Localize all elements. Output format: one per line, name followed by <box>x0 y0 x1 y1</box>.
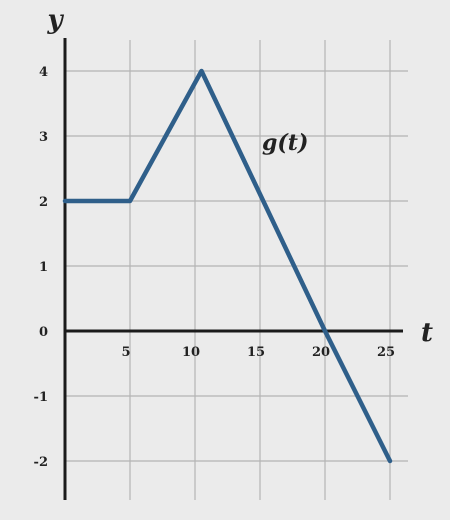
x-tick-label: 20 <box>312 345 330 360</box>
x-tick-label: 25 <box>377 345 395 360</box>
y-tick-label: 2 <box>39 195 48 210</box>
x-tick-label: 15 <box>247 345 265 360</box>
y-tick-label: 4 <box>39 65 48 80</box>
grid-layer <box>65 40 408 500</box>
x-tick-label: 5 <box>121 345 130 360</box>
y-tick-label: 0 <box>39 325 48 340</box>
series-layer <box>62 68 393 464</box>
y-tick-label: 1 <box>39 260 48 275</box>
y-tick-label: -2 <box>34 455 48 470</box>
series-line-g <box>62 68 393 464</box>
y-tick-label: 3 <box>39 130 48 145</box>
y-axis-title: y <box>46 5 64 35</box>
axes-layer <box>63 38 403 500</box>
x-tick-label: 10 <box>182 345 200 360</box>
x-axis-title: t <box>421 318 433 348</box>
series-label-g-of-t: g(t) <box>262 130 308 156</box>
y-tick-label: -1 <box>34 390 48 405</box>
